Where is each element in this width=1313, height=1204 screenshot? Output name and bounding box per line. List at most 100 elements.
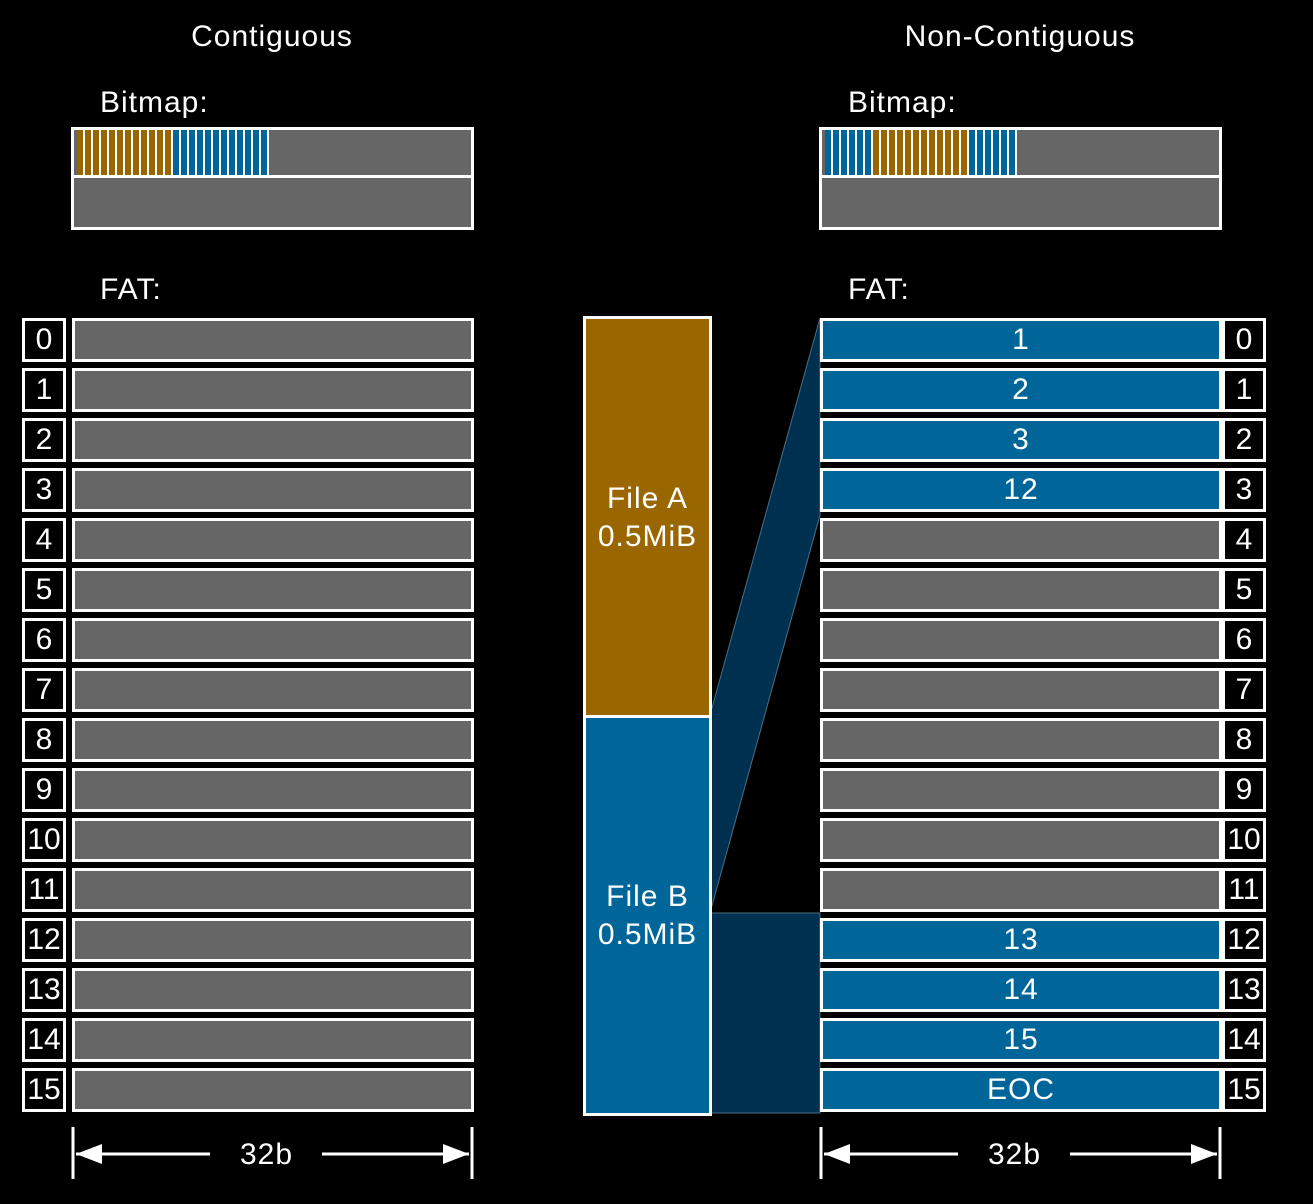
bitmap-bit-file-a (109, 130, 117, 175)
fat-index: 12 (22, 918, 66, 962)
fat-index: 15 (1222, 1068, 1266, 1112)
fat-entry: 12 (820, 468, 1222, 512)
file-b-upper-connector (709, 317, 821, 914)
fat-index: 3 (1222, 468, 1266, 512)
bitmap-bit-file-b (221, 130, 229, 175)
fat-index: 2 (1222, 418, 1266, 462)
fat-entry (820, 868, 1222, 912)
noncontiguous-bitmap (819, 127, 1222, 230)
fat-entry (72, 318, 474, 362)
fat-index: 0 (22, 318, 66, 362)
fat-index: 3 (22, 468, 66, 512)
fat-entry (72, 718, 474, 762)
fat-index: 7 (22, 668, 66, 712)
fat-entry (820, 818, 1222, 862)
bitmap-bit-file-a (101, 130, 109, 175)
fat-index: 14 (1222, 1018, 1266, 1062)
bitmap-bit-file-a (157, 130, 165, 175)
fat-index: 15 (22, 1068, 66, 1112)
fat-index: 7 (1222, 668, 1266, 712)
bitmap-bit-file-b (189, 130, 197, 175)
contiguous-width-label: 32b (240, 1138, 294, 1171)
fat-index: 11 (1222, 868, 1266, 912)
contiguous-width-marker (71, 1127, 474, 1179)
bitmap-bit-file-a (929, 130, 937, 175)
noncontiguous-title: Non-Contiguous (904, 20, 1136, 53)
bitmap-bit-file-b (181, 130, 189, 175)
bitmap-bit-file-b (237, 130, 245, 175)
fat-entry (72, 618, 474, 662)
bitmap-bit-file-b (1009, 130, 1017, 175)
bitmap-bit-file-a (881, 130, 889, 175)
fat-entry (72, 868, 474, 912)
fat-index: 13 (1222, 968, 1266, 1012)
bitmap-bit-file-b (993, 130, 1001, 175)
bitmap-bit-file-a (93, 130, 101, 175)
file-b-lower-connector (709, 912, 821, 1114)
bitmap-bit-file-b (245, 130, 253, 175)
bitmap-bit-file-b (825, 130, 833, 175)
fat-entry: EOC (820, 1068, 1222, 1112)
fat-index: 9 (1222, 768, 1266, 812)
bitmap-bit-file-a (921, 130, 929, 175)
fat-entry (72, 518, 474, 562)
fat-entry (72, 568, 474, 612)
bitmap-bit-file-a (141, 130, 149, 175)
fat-index: 5 (22, 568, 66, 612)
fat-entry (820, 768, 1222, 812)
bitmap-row-1 (74, 130, 471, 178)
bitmap-bit-file-b (857, 130, 865, 175)
bitmap-bit-file-b (833, 130, 841, 175)
bitmap-bit-file-a (873, 130, 881, 175)
contiguous-bitmap-label: Bitmap: (100, 86, 209, 119)
fat-index: 1 (22, 368, 66, 412)
bitmap-bit-file-a (125, 130, 133, 175)
fat-index: 10 (22, 818, 66, 862)
bitmap-bit-file-a (953, 130, 961, 175)
fat-index: 9 (22, 768, 66, 812)
bitmap-bit-file-a (165, 130, 173, 175)
fat-entry: 14 (820, 968, 1222, 1012)
fat-entry: 15 (820, 1018, 1222, 1062)
fat-entry (72, 418, 474, 462)
bitmap-bit-file-b (977, 130, 985, 175)
bitmap-bit-file-b (197, 130, 205, 175)
bitmap-bit-file-a (905, 130, 913, 175)
fat-entry (72, 668, 474, 712)
fat-entry (72, 768, 474, 812)
fat-entry (72, 1018, 474, 1062)
bitmap-bit-file-b (229, 130, 237, 175)
file-a-size: 0.5MiB (597, 519, 698, 553)
fat-entry (820, 518, 1222, 562)
bitmap-bit-file-a (913, 130, 921, 175)
bitmap-row-1 (822, 130, 1219, 178)
file-b-name: File B (606, 879, 689, 913)
bitmap-bit-file-b (213, 130, 221, 175)
fat-index: 5 (1222, 568, 1266, 612)
fat-index: 2 (22, 418, 66, 462)
fat-index: 6 (22, 618, 66, 662)
bitmap-bit-file-a (945, 130, 953, 175)
bitmap-bit-file-b (205, 130, 213, 175)
fat-entry: 1 (820, 318, 1222, 362)
file-b-block: File B 0.5MiB (583, 715, 712, 1116)
noncontiguous-width-label: 32b (988, 1138, 1042, 1171)
fat-index: 13 (22, 968, 66, 1012)
bitmap-bit-file-a (149, 130, 157, 175)
fat-index: 4 (1222, 518, 1266, 562)
fat-entry (72, 368, 474, 412)
bitmap-bit-file-b (841, 130, 849, 175)
file-b-size: 0.5MiB (597, 917, 698, 951)
file-a-name: File A (606, 481, 689, 515)
fat-entry: 13 (820, 918, 1222, 962)
bitmap-bit-file-a (85, 130, 93, 175)
noncontiguous-width-marker (819, 1127, 1222, 1179)
bitmap-bits (825, 130, 1017, 175)
noncontiguous-bitmap-label: Bitmap: (848, 86, 957, 119)
fat-index: 12 (1222, 918, 1266, 962)
bitmap-bits (77, 130, 269, 175)
bitmap-bit-file-b (985, 130, 993, 175)
fat-entry (72, 968, 474, 1012)
fat-index: 8 (1222, 718, 1266, 762)
